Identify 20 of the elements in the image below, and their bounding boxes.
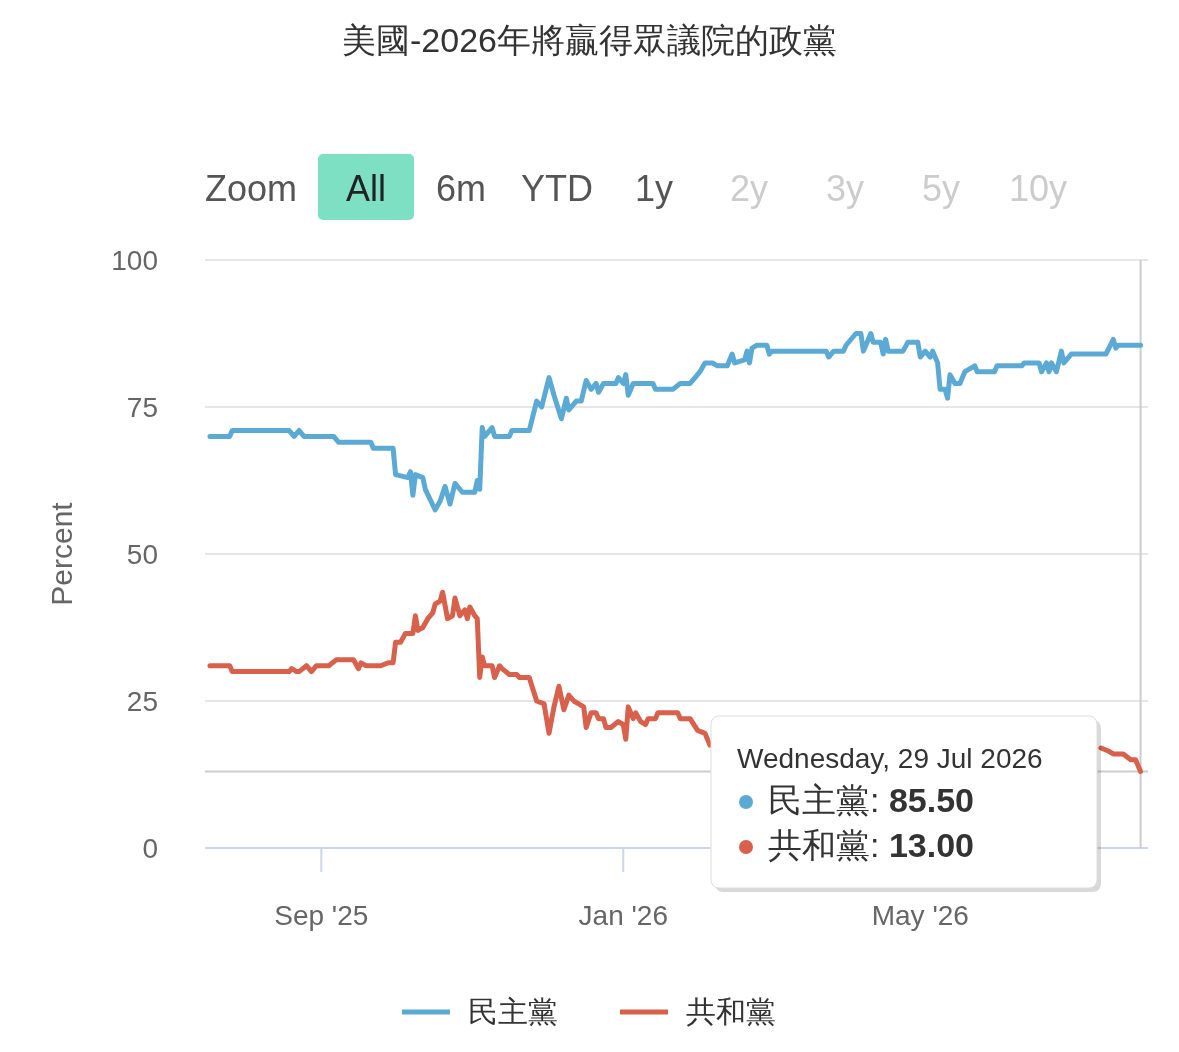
annotation: Wednesday, 29 Jul 2026 (737, 743, 1043, 774)
text: YTD (521, 168, 593, 209)
chart-title: 美國-2026年將贏得眾議院的政黨 (342, 21, 837, 59)
y-axis-title: Percent (45, 501, 78, 606)
x-tick-label: Jan '26 (578, 900, 668, 931)
y-tick-label: 25 (126, 686, 158, 717)
x-tick-label: May '26 (871, 900, 969, 931)
text: Zoom (205, 168, 298, 209)
y-tick-label: 0 (142, 833, 158, 864)
annotation: 民主黨: 85.50 (768, 781, 974, 819)
legend-label: 民主黨 (468, 995, 558, 1028)
text: 6m (435, 168, 487, 209)
text: All (345, 168, 387, 209)
y-tick-label: 50 (126, 539, 158, 570)
y-tick-label: 75 (126, 392, 158, 423)
y-tick-label: 100 (111, 245, 158, 276)
legend-label: 共和黨 (686, 995, 776, 1028)
x-tick-label: Sep '25 (274, 900, 369, 931)
text: 1y (634, 168, 674, 209)
annotation: 共和黨: 13.00 (768, 826, 974, 864)
